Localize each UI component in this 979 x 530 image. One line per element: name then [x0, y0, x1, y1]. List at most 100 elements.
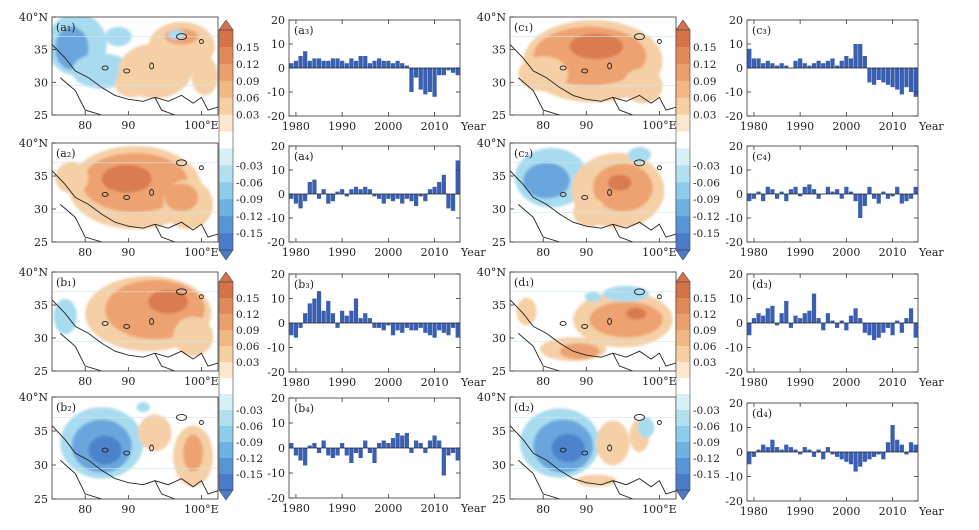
y-tick-label: 30: [34, 203, 48, 216]
colorbar-label: -0.15: [236, 469, 263, 481]
bar-1993: [811, 63, 817, 68]
lake-outline: [634, 159, 645, 167]
x-tick-label: 1980: [740, 246, 768, 259]
lake-outline: [149, 444, 155, 452]
y-tick-label: 30: [34, 332, 48, 345]
bar-1981: [756, 191, 761, 194]
colorbar-label: 0.15: [693, 293, 716, 305]
bar-1983: [307, 182, 312, 194]
colorbar-label: 0.03: [236, 357, 259, 369]
lake-outline: [656, 420, 662, 425]
colorbar-label: 0.03: [693, 357, 716, 369]
bar-2003: [858, 194, 863, 218]
map-panel-d2: (d₂) 40°N 35 30 25 80 90 100°E: [477, 391, 677, 516]
y-tick-label: 40°N: [477, 266, 506, 279]
lake-outline: [149, 318, 155, 325]
colorbar-segment: [676, 458, 690, 475]
bar-2006: [413, 440, 419, 448]
bar-1987: [784, 65, 789, 68]
shade-region: [523, 162, 570, 199]
colorbar-label: -0.12: [693, 211, 720, 223]
x-tick-label: 80: [536, 503, 550, 516]
bar-1986: [321, 60, 326, 68]
bar-1996: [367, 63, 372, 68]
colorbar-top-arrow: [675, 271, 691, 283]
y-tick-label: -10: [267, 86, 285, 99]
colorbar-segment: [676, 46, 690, 65]
shade-region: [88, 435, 122, 465]
bar-1990: [340, 310, 345, 323]
bar-1999: [839, 60, 844, 68]
y-tick-label: -20: [267, 110, 285, 123]
country-border: [612, 97, 633, 115]
map-frame: [51, 396, 219, 500]
shade-region: [551, 433, 585, 463]
country-border: [612, 352, 633, 371]
bar-2010: [432, 68, 437, 97]
lake-outline: [559, 447, 567, 453]
bar-2011: [437, 323, 442, 331]
panel-label: (a₃): [294, 24, 314, 37]
x-tick-label: 1990: [786, 120, 814, 133]
bar-2013: [904, 452, 909, 455]
x-tick-label: 2000: [832, 246, 860, 259]
bar-2009: [427, 68, 433, 92]
x-tick-label: 100°E: [642, 375, 677, 388]
bar-2013: [446, 448, 451, 456]
colorbar-label: -0.12: [236, 211, 263, 223]
bar-2007: [876, 194, 881, 204]
bar-1979: [747, 48, 752, 68]
lake-outline: [176, 288, 187, 296]
map-panel-c2: (c₂) 40°N 35 30 25 80 90 100°E: [477, 137, 677, 259]
bar-2005: [867, 323, 872, 336]
x-tick-label: 1980: [282, 246, 310, 259]
country-border: [154, 97, 175, 115]
map-panel-a2: (a₂) 40°N 35 30 25 80 90 100°E: [19, 137, 219, 259]
y-tick-label: 35: [34, 299, 48, 312]
y-tick-label: 25: [34, 109, 48, 122]
bar-1981: [756, 313, 761, 323]
bar-1981: [298, 323, 303, 328]
bar-2003: [400, 63, 405, 68]
bar-1985: [316, 194, 322, 199]
x-tick-label: 2010: [879, 505, 907, 518]
bar-1997: [830, 58, 835, 68]
bar-1988: [788, 447, 794, 452]
bar-1991: [344, 194, 349, 197]
bar-1998: [835, 189, 840, 194]
bar-1995: [363, 186, 368, 194]
colorbar-segment: [219, 410, 233, 427]
bar-2014: [450, 323, 456, 328]
x-tick-label: 2010: [421, 502, 449, 515]
bar-1983: [307, 445, 312, 448]
y-tick-label: -20: [725, 495, 743, 508]
colorbar-segment: [219, 80, 233, 98]
y-tick-label: 25: [34, 236, 48, 249]
country-border: [518, 77, 560, 115]
bar-1994: [816, 60, 821, 68]
x-tick-label: 1980: [282, 120, 310, 133]
colorbar-label: 0.03: [693, 110, 716, 122]
bar-1979: [289, 194, 294, 199]
bar-panel: -20 -10 0 10 20 1980 1990 2000 2010 Year (b₃): [267, 268, 486, 389]
bar-2009: [427, 440, 433, 448]
bar-1992: [349, 189, 354, 194]
bar-2011: [437, 182, 442, 194]
map-frame: [51, 142, 219, 243]
bar-2015: [913, 323, 918, 338]
colorbar-label: -0.12: [236, 453, 263, 465]
bar-1991: [802, 186, 807, 194]
panel-label: (a₂): [56, 147, 76, 160]
colorbar-label: -0.03: [693, 405, 720, 417]
colorbar-segment: [219, 346, 233, 363]
bar-1993: [353, 448, 359, 453]
colorbar-label: -0.12: [693, 453, 720, 465]
colorbar-segment: [219, 233, 233, 251]
bar-2006: [871, 323, 877, 341]
bar-1990: [798, 194, 803, 197]
bar-2006: [413, 194, 419, 206]
country-border: [612, 480, 634, 499]
bar-2001: [390, 63, 396, 68]
x-tick-label: 90: [121, 503, 135, 516]
bar-2000: [386, 60, 391, 68]
